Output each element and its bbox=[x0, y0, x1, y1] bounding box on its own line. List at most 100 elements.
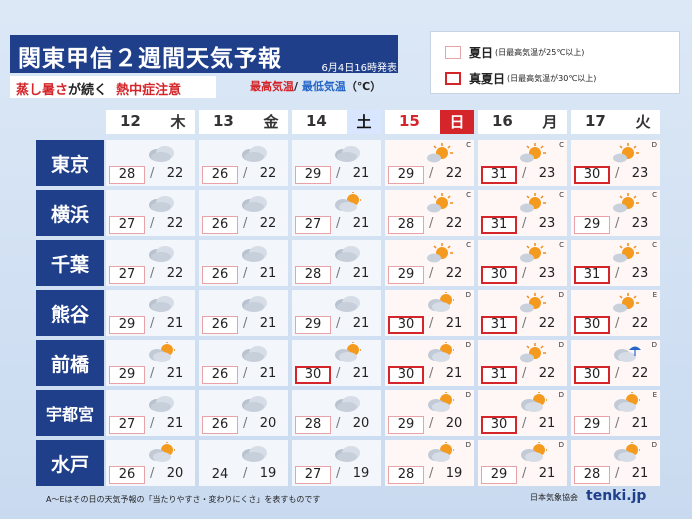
temp-divider: / bbox=[150, 316, 155, 331]
temp-divider: / bbox=[429, 316, 434, 331]
max-temp: 30 bbox=[574, 166, 610, 184]
min-temp: 22 bbox=[166, 166, 184, 181]
weekday-label: 金 bbox=[263, 113, 279, 131]
temp-divider: / bbox=[522, 166, 527, 181]
tenki-logo[interactable]: tenki.jp bbox=[586, 488, 646, 504]
cloud-sun-icon bbox=[518, 442, 548, 464]
max-temp: 29 bbox=[109, 316, 145, 334]
cloudy-icon bbox=[332, 392, 362, 414]
reliability-rank: D bbox=[558, 391, 564, 399]
forecast-cell: D 28 / 19 bbox=[385, 440, 474, 486]
forecast-cell: D 29 / 21 bbox=[478, 440, 567, 486]
max-temp: 29 bbox=[574, 216, 610, 234]
sun-cloud-icon bbox=[425, 192, 455, 214]
cloud-sun-icon bbox=[611, 442, 641, 464]
cloud-sun-icon bbox=[611, 392, 641, 414]
manatsubi-swatch bbox=[445, 72, 461, 85]
legend-max-temp: 最高気温 bbox=[250, 80, 294, 93]
temp-divider: / bbox=[336, 366, 341, 381]
min-temp: 23 bbox=[538, 266, 556, 281]
temp-divider: / bbox=[336, 166, 341, 181]
cloudy-icon bbox=[146, 392, 176, 414]
temp-divider: / bbox=[336, 266, 341, 281]
temp-divider: / bbox=[150, 166, 155, 181]
natsubi-swatch bbox=[445, 46, 461, 59]
max-temp: 30 bbox=[388, 316, 424, 334]
min-temp: 21 bbox=[166, 316, 184, 331]
min-temp: 21 bbox=[166, 416, 184, 431]
footnote: A～Eはその日の天気予報の「当たりやすさ・変わりにくさ」を表すものです bbox=[46, 495, 321, 504]
day-number: 15 bbox=[399, 112, 420, 130]
max-temp: 26 bbox=[202, 316, 238, 334]
min-temp: 21 bbox=[445, 316, 463, 331]
cloudy-icon bbox=[239, 292, 269, 314]
max-temp: 26 bbox=[202, 266, 238, 284]
min-temp: 21 bbox=[352, 266, 370, 281]
max-temp: 27 bbox=[109, 266, 145, 284]
forecast-cell: D 29 / 20 bbox=[385, 390, 474, 436]
temp-divider: / bbox=[429, 366, 434, 381]
forecast-cell: 29 / 21 bbox=[292, 140, 381, 186]
max-temp: 31 bbox=[481, 166, 517, 184]
forecast-cell: 26 / 22 bbox=[199, 190, 288, 236]
cloudy-icon bbox=[146, 242, 176, 264]
page-title: 関東甲信２週間天気予報 bbox=[10, 35, 398, 73]
cloudy-icon bbox=[239, 442, 269, 464]
cloudy-icon bbox=[332, 142, 362, 164]
temp-divider: / bbox=[615, 266, 620, 281]
min-temp: 22 bbox=[259, 216, 277, 231]
city-row: 横浜 27 / 22 26 / 22 27 / 21 C 28 / 22 C 31 / 23 C 29 / 23 bbox=[36, 190, 660, 236]
weekday-label: 月 bbox=[542, 113, 558, 131]
forecast-cell: 26 / 22 bbox=[199, 140, 288, 186]
forecast-cell: 26 / 21 bbox=[199, 290, 288, 336]
temp-divider: / bbox=[522, 316, 527, 331]
reliability-rank: C bbox=[652, 241, 657, 249]
temp-divider: / bbox=[150, 466, 155, 481]
temp-divider: / bbox=[243, 416, 248, 431]
forecast-cell: C 30 / 23 bbox=[478, 240, 567, 286]
max-temp: 31 bbox=[481, 366, 517, 384]
min-temp: 23 bbox=[631, 266, 649, 281]
min-temp: 20 bbox=[166, 466, 184, 481]
reliability-rank: E bbox=[652, 391, 657, 399]
reliability-rank: C bbox=[466, 241, 471, 249]
max-temp: 31 bbox=[481, 216, 517, 234]
reliability-rank: D bbox=[465, 441, 471, 449]
cloudy-icon bbox=[239, 142, 269, 164]
min-temp: 20 bbox=[259, 416, 277, 431]
max-temp: 26 bbox=[202, 166, 238, 184]
min-temp: 23 bbox=[631, 166, 649, 181]
max-temp: 29 bbox=[295, 316, 331, 334]
city-label: 前橋 bbox=[36, 340, 104, 386]
manatsubi-label: 真夏日 bbox=[469, 72, 506, 86]
forecast-cell: C 29 / 22 bbox=[385, 240, 474, 286]
max-temp: 31 bbox=[481, 316, 517, 334]
forecast-cell: 28 / 21 bbox=[292, 240, 381, 286]
min-temp: 21 bbox=[259, 266, 277, 281]
legend-natsubi: 夏日 (日最高気温が25℃以上) bbox=[445, 44, 584, 61]
cloudy-icon bbox=[332, 242, 362, 264]
forecast-cell: C 31 / 23 bbox=[478, 190, 567, 236]
city-label: 宇都宮 bbox=[36, 390, 104, 436]
temp-divider: / bbox=[243, 466, 248, 481]
max-temp: 27 bbox=[295, 466, 331, 484]
headline-banner: 蒸し暑さが続く 熱中症注意 bbox=[10, 76, 216, 98]
headline-red-1: 蒸し暑さ bbox=[16, 83, 69, 98]
forecast-cell: 26 / 21 bbox=[199, 240, 288, 286]
forecast-cell: 27 / 22 bbox=[106, 240, 195, 286]
min-temp: 21 bbox=[631, 416, 649, 431]
reliability-rank: C bbox=[466, 141, 471, 149]
temp-divider: / bbox=[429, 266, 434, 281]
temp-divider: / bbox=[615, 466, 620, 481]
headline-black: が続く bbox=[68, 83, 108, 98]
forecast-cell: C 31 / 23 bbox=[478, 140, 567, 186]
weekday-label: 日 bbox=[440, 110, 474, 134]
max-temp: 31 bbox=[574, 266, 610, 284]
max-temp: 27 bbox=[295, 216, 331, 234]
reliability-rank: D bbox=[651, 341, 657, 349]
temp-divider: / bbox=[429, 166, 434, 181]
temp-divider: / bbox=[522, 216, 527, 231]
temp-divider: / bbox=[336, 316, 341, 331]
min-temp: 21 bbox=[259, 366, 277, 381]
temp-divider: / bbox=[336, 216, 341, 231]
